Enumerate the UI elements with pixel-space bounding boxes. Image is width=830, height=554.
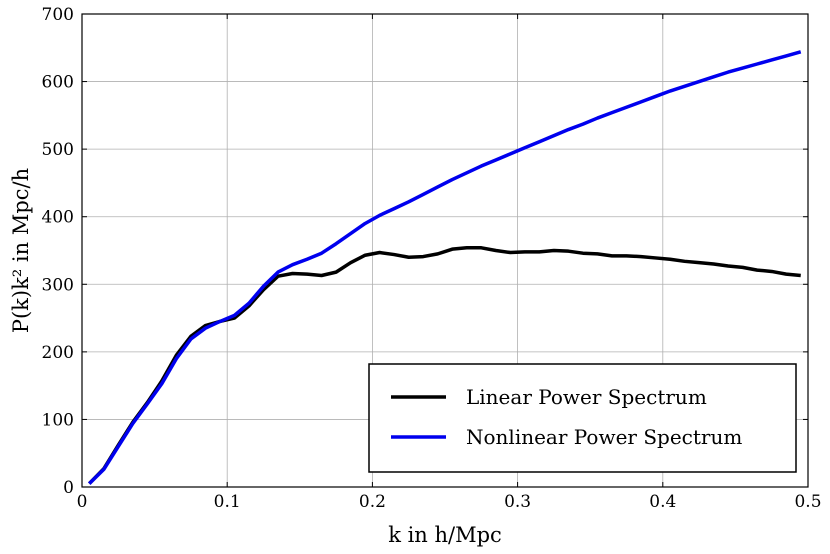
series-lines: [88, 50, 802, 485]
y-tick-label: 200: [42, 343, 74, 363]
x-tick-label: 0.3: [504, 492, 531, 512]
x-tick-label: 0.4: [649, 492, 676, 512]
x-axis-label: k in h/Mpc: [388, 523, 502, 547]
axis-ticks: [81, 13, 809, 488]
legend-box: [368, 363, 797, 473]
legend-label-nonlinear: Nonlinear Power Spectrum: [466, 425, 742, 449]
y-tick-label: 700: [42, 5, 74, 25]
y-axis-label: P(k)k² in Mpc/h: [9, 168, 33, 333]
nonlinear-series-line: [88, 50, 802, 485]
x-tick-label: 0.1: [214, 492, 241, 512]
y-tick-label: 400: [42, 208, 74, 228]
tick-labels: 0 0.1 0.2 0.3 0.4 0.5 0 100 200 300 400 500 600 700: [42, 5, 822, 512]
legend-label-linear: Linear Power Spectrum: [466, 385, 707, 409]
y-tick-label: 300: [42, 275, 74, 295]
y-tick-label: 0: [63, 478, 74, 498]
x-tick-label: 0.5: [794, 492, 821, 512]
x-tick-label: 0.2: [359, 492, 386, 512]
linear-series-line: [88, 246, 801, 485]
plot-frame: [81, 13, 809, 488]
y-tick-label: 600: [42, 73, 74, 93]
x-tick-label: 0: [77, 492, 88, 512]
y-tick-label: 100: [42, 410, 74, 430]
y-tick-label: 500: [42, 140, 74, 160]
legend: Linear Power Spectrum Nonlinear Power Sp…: [368, 363, 797, 473]
